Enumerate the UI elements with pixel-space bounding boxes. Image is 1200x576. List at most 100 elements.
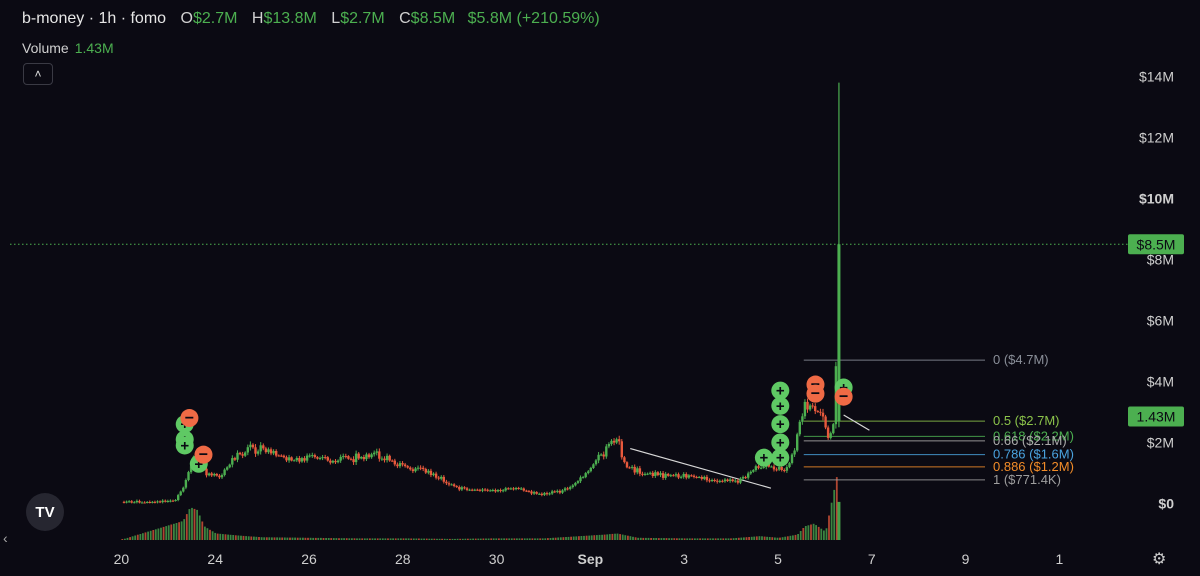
volume-bar (258, 537, 260, 540)
candle-body (362, 457, 366, 460)
volume-bar (204, 526, 206, 540)
candle-body (566, 488, 569, 490)
candle-body (184, 480, 188, 488)
candle-body (667, 473, 670, 476)
volume-bar (154, 529, 157, 540)
minus-icon: − (185, 410, 194, 427)
volume-bar (498, 538, 500, 540)
candle-body (695, 477, 698, 478)
gear-icon[interactable]: ⚙ (1152, 551, 1167, 568)
candle-body (602, 454, 605, 457)
candle-body (723, 479, 727, 482)
volume-bar (812, 523, 815, 540)
volume-bar (394, 538, 397, 540)
volume-bar (456, 538, 459, 540)
volume-bar (376, 538, 379, 540)
candle-body (708, 480, 711, 482)
candle-body (452, 484, 456, 487)
candle-body (775, 469, 778, 471)
chevron-left-icon[interactable]: ‹ (3, 530, 8, 546)
volume-bar (124, 538, 126, 540)
volume-bar (807, 525, 810, 540)
candle-body (633, 466, 636, 473)
candle-body (713, 480, 716, 481)
candle-body (378, 451, 381, 459)
volume-bar (263, 537, 266, 540)
trendline (843, 414, 870, 431)
volume-bar (381, 538, 384, 540)
volume-bar (273, 537, 276, 540)
candle-body (736, 480, 740, 483)
volume-bar (430, 538, 433, 540)
volume-bar (590, 535, 593, 540)
volume-bar (201, 521, 204, 540)
low-value: $2.7M (340, 10, 385, 27)
candle-body (587, 471, 590, 474)
volume-bar (701, 538, 704, 540)
volume-bar (126, 537, 129, 540)
candle-body (744, 477, 747, 479)
x-tick-label: 7 (868, 551, 876, 567)
volume-bar (134, 535, 137, 540)
candle-body (298, 458, 301, 462)
volume-bar (755, 536, 758, 540)
volume-bar (518, 538, 521, 540)
candle-body (210, 473, 213, 476)
volume-bar (268, 537, 271, 540)
volume-bar (482, 538, 485, 540)
candle-body (762, 466, 765, 468)
candle-body (336, 460, 340, 463)
candle-body (398, 463, 402, 467)
volume-bar (433, 538, 436, 540)
candle-body (677, 474, 680, 478)
candle-body (685, 474, 688, 478)
candle-body (710, 480, 714, 481)
volume-bar (206, 528, 209, 540)
chart-title[interactable]: b-money · 1h · fomo (22, 10, 167, 27)
candle-body (563, 488, 567, 491)
candle-body (548, 493, 551, 495)
candle-body (801, 416, 804, 422)
sell-marker (834, 387, 853, 406)
volume-bar (142, 533, 144, 540)
volume-bar (737, 537, 740, 540)
volume-bar (397, 538, 400, 540)
tradingview-logo[interactable]: TV (26, 493, 64, 531)
buy-marker (771, 433, 790, 452)
candle-body (682, 474, 685, 477)
candle-body (122, 501, 126, 503)
y-tick-label: $4M (1147, 373, 1174, 389)
volume-bar (178, 522, 180, 540)
candle-body (517, 488, 520, 489)
volume-bar (371, 538, 374, 540)
candle-body (491, 490, 494, 491)
candle-body (793, 450, 796, 455)
y-tick-label: $0 (1158, 495, 1174, 511)
volume-bar (149, 530, 152, 540)
candle-body (643, 473, 647, 475)
candle-body (318, 458, 322, 459)
volume-bar (198, 515, 201, 540)
candle-body (623, 457, 626, 463)
volume-bar (340, 538, 343, 540)
candle-body (440, 476, 443, 479)
fib-level-label: 1 ($771.4K) (993, 472, 1061, 487)
candle-body (504, 488, 507, 491)
candle-body (589, 467, 592, 472)
candle-body (535, 492, 538, 494)
volume-bar (451, 538, 454, 540)
candle-body (502, 490, 505, 492)
candle-body (754, 466, 758, 471)
volume-bar (276, 537, 278, 540)
plus-icon: + (776, 383, 785, 400)
volume-bar (492, 538, 495, 540)
candle-body (607, 444, 611, 447)
volume-bar (688, 538, 691, 540)
volume-bar (446, 538, 449, 540)
volume-bar (668, 538, 670, 540)
volume-bar (387, 538, 389, 540)
collapse-legend-button[interactable]: ˄ (23, 63, 53, 85)
candle-body (244, 452, 247, 456)
trendline (630, 447, 772, 489)
